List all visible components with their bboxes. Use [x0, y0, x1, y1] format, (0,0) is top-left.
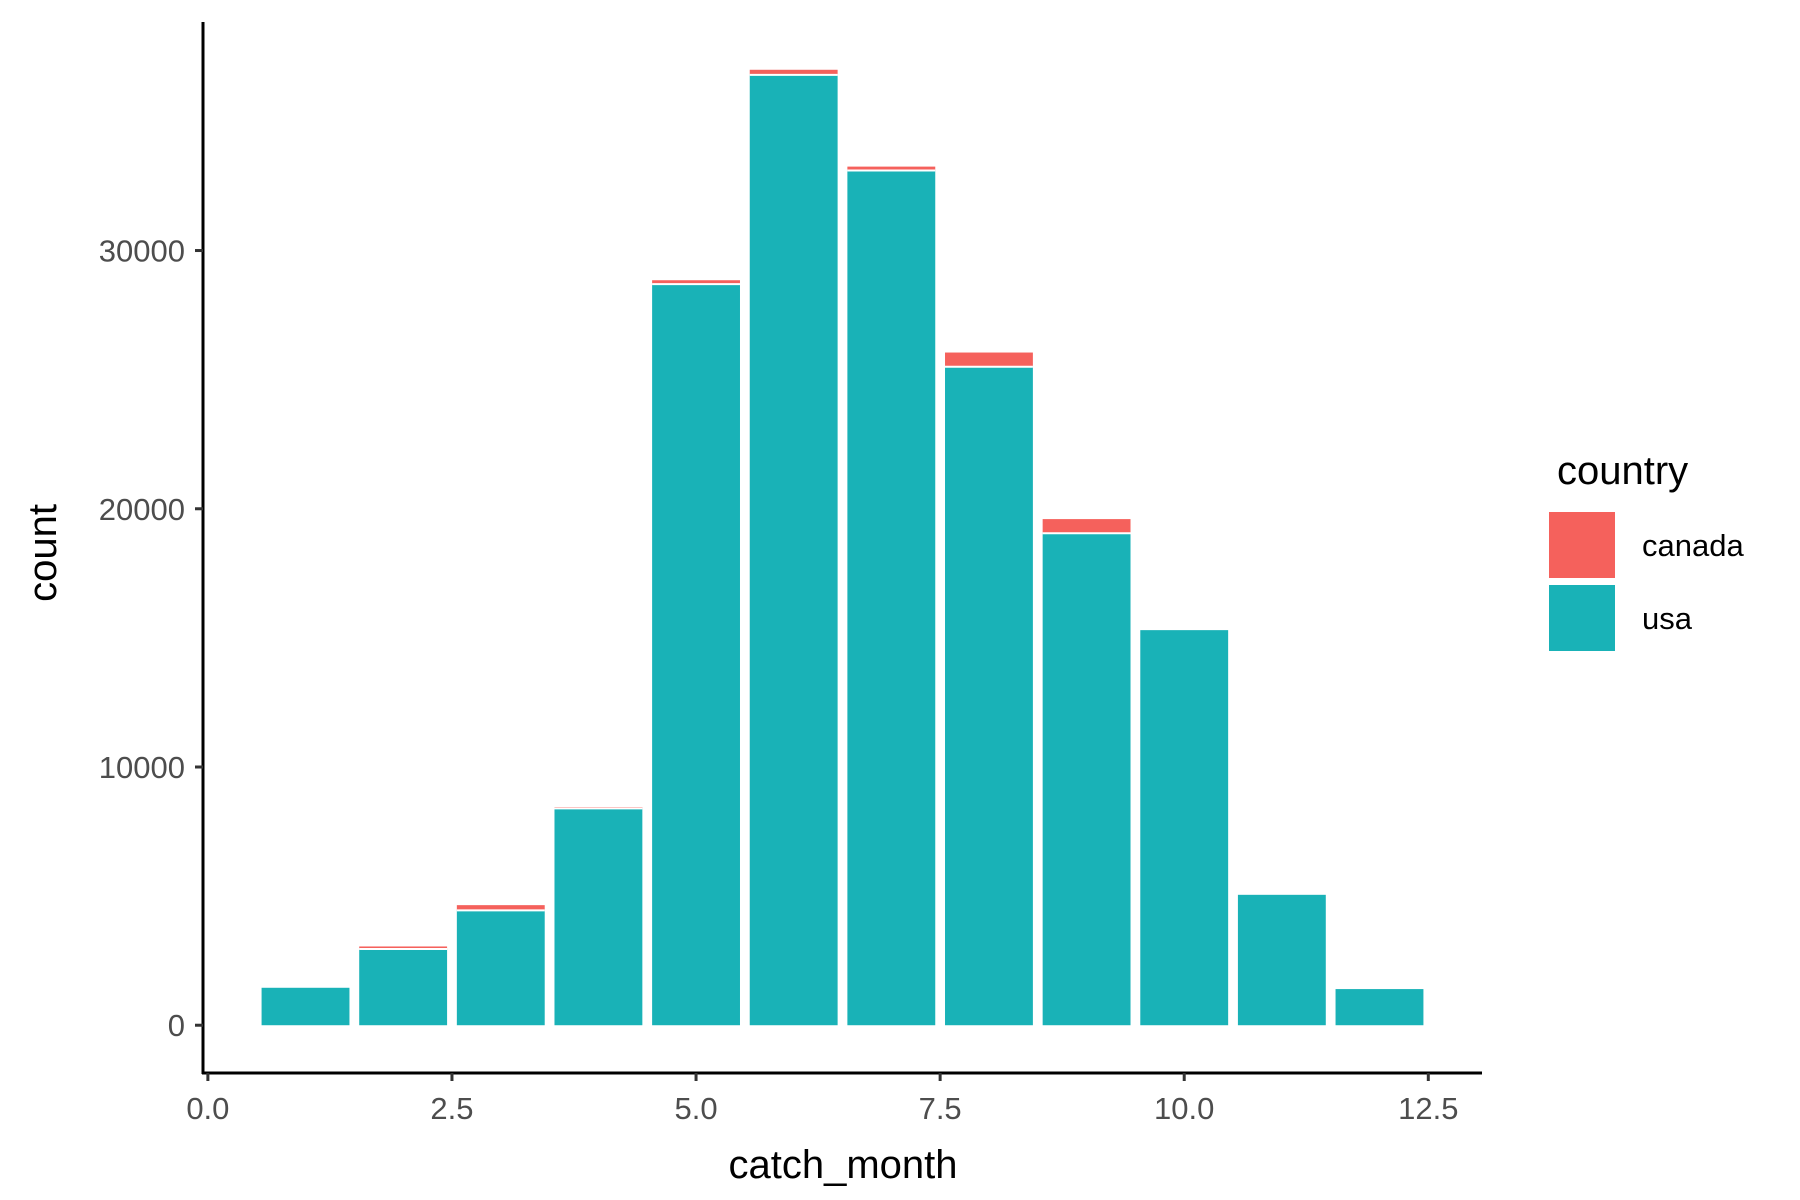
- bar-canada-month-9: [1042, 519, 1131, 534]
- bar-canada-month-2: [359, 946, 448, 950]
- x-tick-label: 10.0: [1154, 1091, 1214, 1126]
- x-axis-title: catch_month: [728, 1143, 957, 1187]
- axes-layer: [201, 22, 1482, 1075]
- ticks-layer: 0.0 2.5 5.0 7.5 10.0 12.5 0 10000 20000 30000: [99, 234, 1459, 1126]
- bar-usa-month-7: [847, 170, 936, 1026]
- legend-key-usa: [1549, 585, 1615, 651]
- bars-layer: [261, 69, 1424, 1026]
- bar-canada-month-6: [749, 69, 838, 75]
- y-tick-label: 0: [168, 1008, 185, 1043]
- bar-usa-month-10: [1140, 630, 1229, 1026]
- legend-label-canada: canada: [1642, 528, 1744, 563]
- bar-usa-month-1: [261, 987, 350, 1026]
- x-tick-label: 7.5: [919, 1091, 962, 1126]
- y-tick-label: 20000: [99, 492, 185, 527]
- legend-title: country: [1557, 449, 1688, 493]
- bar-canada-month-5: [652, 280, 740, 285]
- bar-usa-month-11: [1237, 894, 1326, 1026]
- y-tick-label: 10000: [99, 750, 185, 785]
- bar-usa-month-6: [749, 74, 838, 1026]
- x-tick-label: 5.0: [674, 1091, 717, 1126]
- y-tick-label: 30000: [99, 234, 185, 269]
- bar-usa-month-12: [1335, 989, 1424, 1026]
- legend-entries: canada usa: [1549, 512, 1744, 651]
- bar-usa-month-5: [652, 284, 740, 1026]
- bar-usa-month-4: [554, 808, 643, 1026]
- x-tick-label: 12.5: [1398, 1091, 1458, 1126]
- y-axis-title: count: [21, 504, 65, 602]
- x-tick-label: 2.5: [430, 1091, 473, 1126]
- bar-usa-month-8: [945, 366, 1033, 1026]
- bar-usa-month-3: [456, 910, 545, 1026]
- bar-canada-month-7: [847, 166, 936, 171]
- bar-usa-month-9: [1042, 533, 1131, 1026]
- bar-canada-month-8: [945, 352, 1033, 367]
- bar-usa-month-2: [359, 949, 448, 1026]
- legend-key-canada: [1549, 512, 1615, 578]
- legend: country canada usa: [1549, 449, 1744, 651]
- x-tick-label: 0.0: [186, 1091, 229, 1126]
- bar-canada-month-3: [456, 905, 545, 911]
- legend-label-usa: usa: [1642, 601, 1693, 636]
